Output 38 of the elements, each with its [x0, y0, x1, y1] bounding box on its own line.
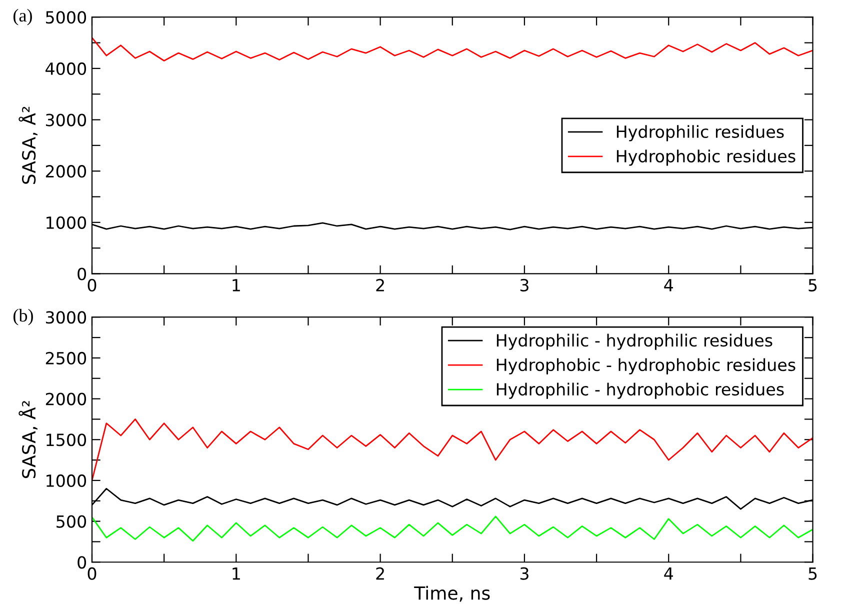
y-tick-label: 1000	[46, 474, 86, 488]
y-axis-title: SASA, Å²	[18, 106, 38, 184]
y-tick-label: 5000	[46, 11, 86, 24]
legend-label: Hydrophobic - hydrophobic residues	[496, 358, 796, 374]
y-tick-label: 0	[78, 556, 86, 569]
x-tick-label: 1	[232, 567, 240, 580]
y-tick-label: 500	[56, 515, 86, 528]
x-axis-title: Time, ns	[414, 586, 490, 602]
legend-label: Hydrophilic - hydrophilic residues	[496, 334, 772, 350]
x-tick-label: 3	[520, 278, 528, 292]
y-tick-label: 0	[78, 268, 86, 280]
legend-label: Hydrophilic - hydrophobic residues	[496, 382, 784, 399]
x-tick-label: 5	[808, 279, 817, 292]
x-tick-label: 0	[88, 278, 96, 292]
x-tick-label: 1	[232, 279, 240, 292]
y-tick-label: 4000	[46, 62, 86, 75]
y-tick-label: 2000	[46, 392, 86, 406]
y-tick-label: 2500	[46, 352, 86, 365]
x-tick-label: 4	[664, 567, 673, 580]
y-tick-label: 3000	[46, 114, 86, 126]
line-series	[92, 516, 813, 542]
x-tick-label: 5	[808, 567, 817, 580]
chart-title: (b)	[14, 308, 33, 326]
y-tick-label: 1500	[46, 434, 86, 446]
x-tick-label: 4	[664, 279, 673, 292]
y-axis-title: SASA, Å²	[18, 401, 38, 478]
y-tick-label: 2000	[46, 165, 86, 178]
y-tick-label: 1000	[46, 216, 86, 229]
x-tick-label: 2	[376, 567, 384, 580]
x-tick-label: 2	[376, 278, 384, 292]
line-series	[92, 36, 813, 62]
y-tick-label: 3000	[46, 311, 86, 324]
x-tick-label: 0	[88, 567, 96, 580]
chart-title: (a)	[14, 8, 32, 26]
line-series	[92, 418, 813, 482]
x-tick-label: 3	[520, 567, 528, 580]
legend-label: Hydrophilic residues	[616, 125, 784, 142]
legend-label: Hydrophobic residues	[616, 150, 796, 166]
